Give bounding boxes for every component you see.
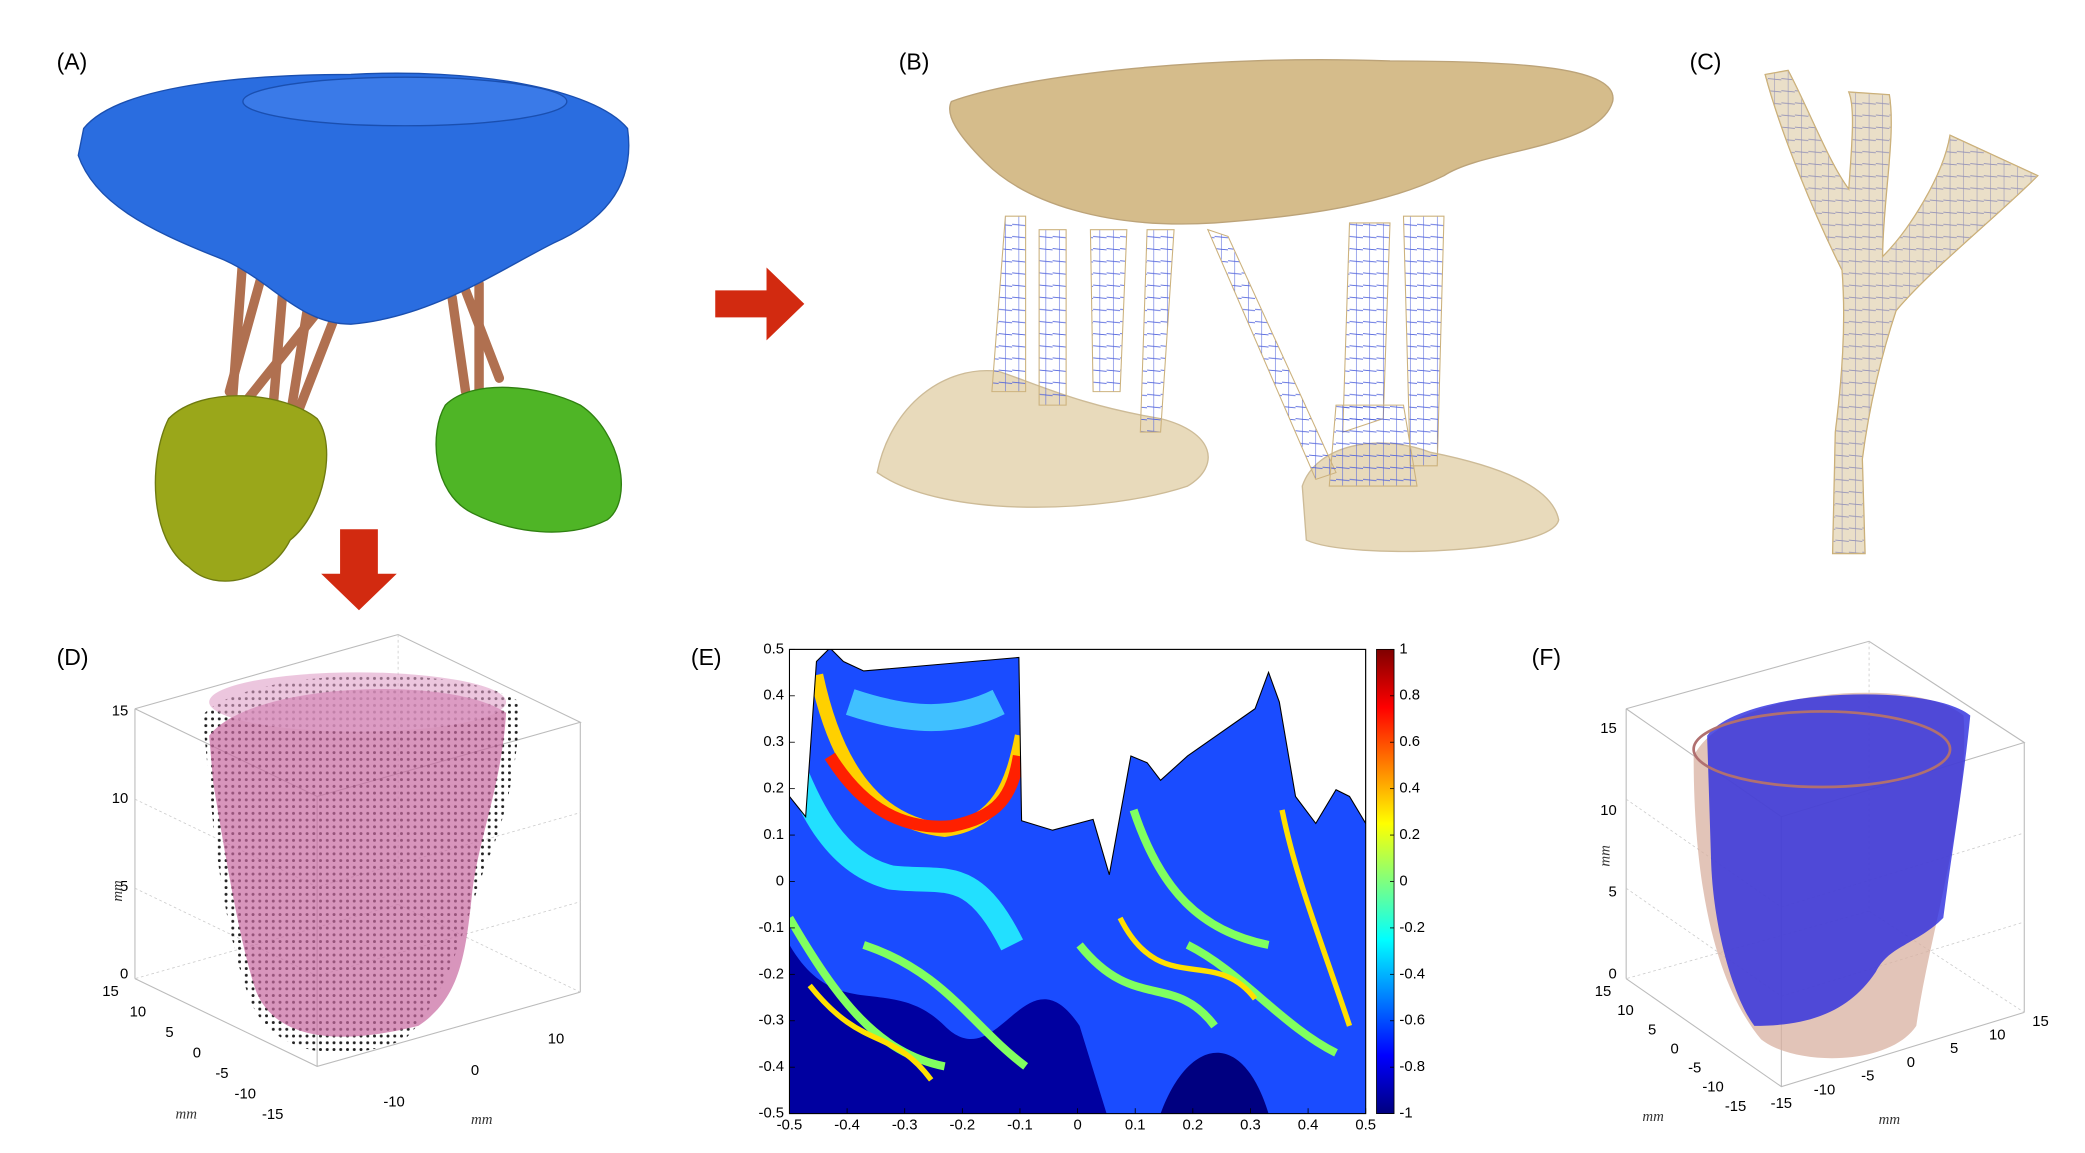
colorbar-tick-label: 0.2 <box>1399 827 1420 843</box>
x-tick-label: -0.4 <box>834 1118 860 1134</box>
axis-tick-label: 10 <box>112 791 128 807</box>
panel-label: (E) <box>691 644 722 670</box>
axis-tick-label: -15 <box>1771 1096 1792 1112</box>
axis-tick-label: 10 <box>1989 1027 2006 1043</box>
arrow <box>715 267 805 341</box>
axis-tick-label: -5 <box>1861 1069 1874 1085</box>
axis-tick-label: -10 <box>383 1095 404 1111</box>
panel-b-render <box>876 59 1614 553</box>
axis-tick-label: -15 <box>262 1107 283 1123</box>
axis-tick-label: 10 <box>1617 1003 1634 1019</box>
axis-tick-label: 5 <box>1648 1022 1656 1038</box>
arrow <box>321 529 397 611</box>
axis-tick-label: 15 <box>102 984 118 1000</box>
x-tick-label: 0.5 <box>1355 1118 1376 1134</box>
panel-c-render <box>1764 69 2039 555</box>
axis-tick-label: 0 <box>1608 967 1616 983</box>
axis-tick-label: 15 <box>1600 721 1616 737</box>
y-tick-label: -0.3 <box>759 1013 785 1029</box>
colorbar-tick-label: -0.4 <box>1399 966 1425 982</box>
axis-tick-label: 0 <box>471 1063 479 1079</box>
y-tick-label: -0.4 <box>759 1059 785 1075</box>
axis-label: mm <box>176 1106 198 1122</box>
panel-label: (C) <box>1690 49 1722 75</box>
colorbar-tick-label: 0 <box>1399 873 1407 889</box>
axis-tick-label: 10 <box>130 1005 147 1021</box>
axis-tick-label: 5 <box>1608 885 1616 901</box>
colorbar-tick-label: -0.6 <box>1399 1013 1425 1029</box>
y-tick-label: 0.4 <box>763 688 784 704</box>
axis-label: mm <box>1879 1112 1901 1128</box>
x-tick-label: -0.5 <box>777 1118 803 1134</box>
axis-tick-label: 0 <box>1671 1041 1679 1057</box>
y-tick-label: 0.1 <box>763 827 784 843</box>
axis-tick-label: 5 <box>165 1025 173 1041</box>
axis-tick-label: -5 <box>215 1066 228 1082</box>
axis-tick-label: 0 <box>1907 1055 1915 1071</box>
panel-label: (A) <box>57 49 88 75</box>
axis-tick-label: 15 <box>112 703 128 719</box>
y-tick-label: -0.2 <box>759 966 785 982</box>
panel-label: (D) <box>57 644 89 670</box>
axis-tick-label: 0 <box>120 967 128 983</box>
y-tick-label: -0.5 <box>759 1106 785 1122</box>
axis-tick-label: -10 <box>1702 1080 1723 1096</box>
axis-tick-label: 5 <box>120 879 128 895</box>
x-tick-label: 0.1 <box>1125 1118 1146 1134</box>
y-tick-label: 0.2 <box>763 781 784 797</box>
x-tick-label: 0.2 <box>1183 1118 1204 1134</box>
axis-tick-label: 10 <box>548 1031 565 1047</box>
colorbar-tick-label: 0.8 <box>1399 688 1420 704</box>
colorbar-tick-label: -1 <box>1399 1106 1412 1122</box>
axis-label: mm <box>110 880 126 902</box>
y-tick-label: 0.3 <box>763 734 784 750</box>
axis-label: mm <box>1642 1109 1664 1125</box>
axis-tick-label: 15 <box>1595 984 1611 1000</box>
panel-label: (F) <box>1532 644 1561 670</box>
colorbar-tick-label: 0.4 <box>1399 781 1420 797</box>
axis-tick-label: -10 <box>235 1086 256 1102</box>
panel-a-render <box>77 72 630 582</box>
y-tick-label: -0.1 <box>759 920 785 936</box>
panel-f-render <box>1692 692 1971 1059</box>
heatmap-image <box>789 649 1366 1114</box>
colorbar-tick-label: 1 <box>1399 641 1407 657</box>
x-tick-label: -0.2 <box>950 1118 976 1134</box>
colorbar-tick-label: -0.8 <box>1399 1059 1425 1075</box>
colorbar-tick-label: -0.2 <box>1399 920 1425 936</box>
axis-tick-label: 10 <box>1600 803 1616 819</box>
x-tick-label: -0.3 <box>892 1118 918 1134</box>
axis-label: mm <box>471 1112 493 1128</box>
axis-tick-label: 0 <box>193 1045 201 1061</box>
x-tick-label: 0.3 <box>1240 1118 1261 1134</box>
x-tick-label: -0.1 <box>1007 1118 1033 1134</box>
axis-label: mm <box>1597 845 1613 867</box>
axis-tick-label: 15 <box>2032 1014 2048 1030</box>
colorbar-tick-label: 0.6 <box>1399 734 1420 750</box>
y-tick-label: 0.5 <box>763 641 784 657</box>
x-tick-label: 0.4 <box>1298 1118 1319 1134</box>
panel-d-render <box>202 672 520 1053</box>
axis-tick-label: -15 <box>1725 1099 1746 1115</box>
axis-tick-label: 5 <box>1950 1041 1958 1057</box>
axis-tick-label: -10 <box>1814 1082 1835 1098</box>
y-tick-label: 0 <box>776 873 784 889</box>
panel-label: (B) <box>899 49 930 75</box>
x-tick-label: 0 <box>1073 1118 1081 1134</box>
axis-tick-label: -5 <box>1688 1061 1701 1077</box>
